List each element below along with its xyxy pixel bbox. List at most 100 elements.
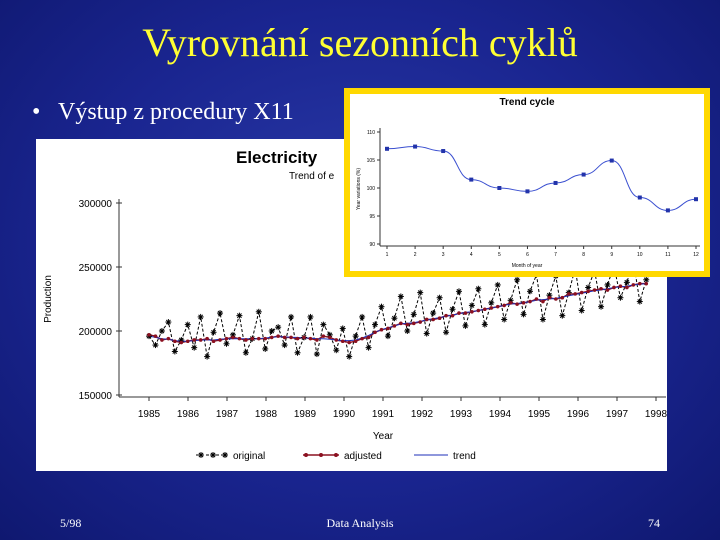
original-point <box>294 349 301 356</box>
original-point <box>578 307 585 314</box>
original-point <box>617 294 624 301</box>
adjusted-point <box>302 335 306 340</box>
original-point <box>346 353 353 360</box>
adjusted-point <box>237 336 242 341</box>
original-point <box>359 313 366 320</box>
adjusted-point <box>457 311 461 315</box>
x-tick-label: 1988 <box>255 409 278 420</box>
original-point <box>604 281 611 288</box>
bullet-icon: • <box>32 99 41 125</box>
adjusted-point <box>476 308 481 313</box>
original-point <box>255 308 262 315</box>
adjusted-point <box>592 288 597 292</box>
original-point <box>313 351 320 358</box>
inset-title: Trend cycle <box>499 97 554 108</box>
adjusted-point <box>153 334 158 338</box>
footer-date: 5/98 <box>60 516 82 530</box>
adjusted-point <box>554 297 558 301</box>
adjusted-point <box>224 336 229 341</box>
original-point <box>636 298 643 305</box>
original-point <box>527 288 534 295</box>
original-point <box>171 348 178 355</box>
adjusted-point <box>289 335 293 340</box>
x-tick-label: 1993 <box>450 409 473 420</box>
adjusted-point <box>637 281 642 286</box>
bullet-item: • Výstup z procedury X11 <box>32 97 294 127</box>
original-point <box>423 330 430 337</box>
original-point <box>436 294 443 301</box>
adjusted-point <box>515 302 519 306</box>
inset-point <box>385 146 389 151</box>
adjusted-point <box>308 336 313 341</box>
adjusted-point <box>431 317 435 322</box>
original-point <box>352 333 359 340</box>
inset-point <box>497 186 502 190</box>
original-point <box>204 353 211 360</box>
electricity-chart-svg: Electricity Trend of e 150000 200000 250000 3… <box>43 148 667 462</box>
adjusted-point <box>353 339 358 344</box>
adjusted-point <box>179 340 184 345</box>
original-point <box>488 299 495 306</box>
original-point <box>417 289 424 296</box>
x-tick-label: 1989 <box>294 409 317 420</box>
inset-x-tick-label: 11 <box>665 252 670 258</box>
adjusted-point <box>340 339 345 344</box>
legend: original adjusted trend <box>196 451 476 462</box>
x-tick-label: 1992 <box>411 409 434 420</box>
inset-y-tick-label: 100 <box>367 186 376 192</box>
adjusted-point <box>424 317 429 322</box>
adjusted-point <box>218 338 222 342</box>
adjusted-point <box>528 299 532 304</box>
legend-marker-adjusted <box>304 453 308 457</box>
adjusted-point <box>250 336 255 341</box>
adjusted-point <box>256 336 261 341</box>
adjusted-point <box>366 335 371 340</box>
adjusted-point <box>379 327 384 332</box>
adjusted-point <box>244 338 248 342</box>
adjusted-point <box>321 334 326 338</box>
original-point <box>217 310 224 317</box>
adjusted-point <box>373 330 377 335</box>
adjusted-point <box>566 292 571 296</box>
x-tick-label: 1994 <box>489 409 512 420</box>
original-point <box>268 328 275 334</box>
adjusted-point <box>470 310 474 314</box>
legend-label-trend: trend <box>453 451 476 462</box>
x-axis-title: Year <box>373 431 394 442</box>
adjusted-point <box>618 284 623 288</box>
original-point <box>397 293 404 300</box>
original-point <box>468 302 475 309</box>
inset-point <box>413 144 418 149</box>
inset-point <box>581 172 586 177</box>
original-point <box>191 344 198 351</box>
adjusted-point <box>534 297 539 301</box>
inset-series-line <box>386 146 697 211</box>
inset-x-tick-label: 8 <box>582 252 585 258</box>
original-point <box>372 321 379 328</box>
inset-x-tick-label: 4 <box>470 252 473 258</box>
adjusted-point <box>334 338 339 342</box>
inset-x-tick-label: 9 <box>610 252 613 258</box>
original-point <box>236 312 243 319</box>
adjusted-point <box>521 301 526 305</box>
adjusted-point <box>173 339 177 344</box>
footer-title: Data Analysis <box>326 516 394 530</box>
adjusted-point <box>411 321 416 326</box>
adjusted-point <box>399 321 403 326</box>
adjusted-point <box>489 306 494 310</box>
original-point <box>514 276 521 283</box>
x-tick-label: 1995 <box>528 409 551 420</box>
adjusted-point <box>315 338 319 342</box>
adjusted-point <box>644 281 649 286</box>
slide-title: Vyrovnání sezonních cyklů <box>142 20 578 65</box>
adjusted-point <box>541 299 545 304</box>
inset-x-axis-title: Month of year <box>512 263 543 269</box>
original-point <box>275 324 282 331</box>
original-point <box>430 310 437 317</box>
x-tick-label: 1985 <box>138 409 161 420</box>
original-point <box>455 288 462 295</box>
adjusted-point <box>418 320 423 324</box>
adjusted-point <box>405 322 410 327</box>
original-point <box>184 321 191 328</box>
